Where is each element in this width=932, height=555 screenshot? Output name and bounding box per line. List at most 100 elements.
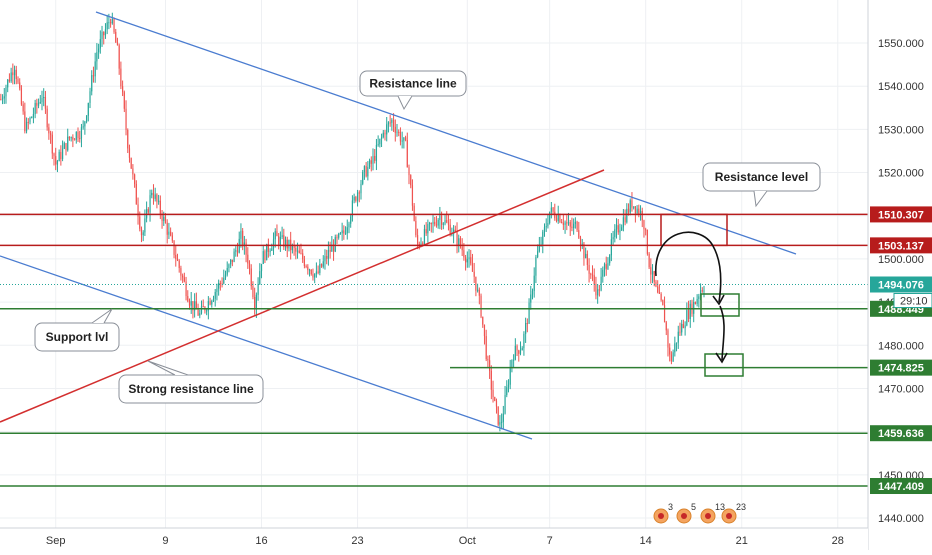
event-badge[interactable]: 13 <box>700 502 725 524</box>
price-label-badge[interactable]: 1459.636 <box>870 425 932 442</box>
price-label-badge[interactable]: 1503.137 <box>870 237 932 254</box>
time-tick-label: 28 <box>832 535 844 547</box>
candle-body <box>142 232 144 236</box>
candle-body <box>291 245 293 251</box>
candle-body <box>459 238 462 247</box>
candle-body <box>621 227 623 231</box>
candle-body <box>531 290 534 295</box>
price-label-badge[interactable]: 1447.409 <box>870 478 932 495</box>
annotations: Resistance line Resistance level Support l… <box>34 70 821 404</box>
candle-body <box>423 228 426 245</box>
candle-body <box>48 127 50 134</box>
candle-body <box>13 69 16 76</box>
candle-body <box>657 286 659 293</box>
candle-body <box>578 230 580 238</box>
candle-body <box>394 126 396 133</box>
candle-body <box>278 236 280 245</box>
candle-body <box>614 229 616 238</box>
candle-body <box>416 235 419 244</box>
price-badge-label: 1503.137 <box>878 240 924 252</box>
candle-body <box>147 209 149 213</box>
candle-body <box>514 345 516 360</box>
candle-body <box>334 237 336 252</box>
price-label-badge[interactable]: 1494.076 <box>870 276 932 293</box>
candle-body <box>468 257 470 260</box>
candle-body <box>519 350 522 354</box>
price-label-badge[interactable]: 1474.825 <box>870 359 932 376</box>
candle-body <box>365 166 367 177</box>
callout-label: Resistance line <box>369 77 457 91</box>
candle-body <box>677 331 679 343</box>
resistance-zone-box <box>660 213 728 247</box>
candle-body <box>235 250 237 252</box>
candle-body <box>636 208 638 214</box>
callout-resistance-level: Resistance level <box>702 162 821 208</box>
time-tick-label: 21 <box>736 535 748 547</box>
candle-body <box>49 133 52 135</box>
candle-body <box>206 310 208 312</box>
candle-body <box>89 91 91 103</box>
candle-body <box>526 323 528 325</box>
candle-body <box>211 301 213 305</box>
candle-body <box>370 160 372 164</box>
candle-body <box>115 31 117 43</box>
price-tick-label: 1440.000 <box>878 513 924 525</box>
price-label-badge[interactable]: 1510.307 <box>870 206 932 223</box>
arrow-head-icon <box>715 352 728 364</box>
candle-body <box>399 132 402 142</box>
event-badge[interactable]: 5 <box>676 502 696 524</box>
candle-body <box>440 215 443 225</box>
candle-body <box>254 296 256 309</box>
candle-body <box>629 200 631 213</box>
price-badge-bg <box>870 206 932 223</box>
candle-body <box>123 92 125 109</box>
price-axis[interactable]: 1440.0001450.0001460.0001470.0001480.000… <box>867 0 932 550</box>
callout-strong-resistance-line: Strong resistance line <box>118 360 264 404</box>
candle-body <box>610 239 612 256</box>
flag-icon-dot <box>681 513 687 519</box>
candle-body <box>24 111 26 132</box>
candle-body <box>77 131 79 139</box>
candle-body <box>389 122 391 124</box>
candle-body <box>120 68 122 87</box>
candle-body <box>92 75 95 77</box>
candle-body <box>470 257 472 264</box>
candle-body <box>252 286 254 297</box>
candle-body <box>398 131 400 133</box>
callout-label: Resistance level <box>715 170 808 184</box>
candle-body <box>341 230 343 234</box>
candle-body <box>609 255 611 264</box>
candle-body <box>555 218 558 222</box>
candle-body <box>461 246 463 251</box>
candle-body <box>104 29 107 36</box>
candle-body <box>137 204 139 217</box>
candle-body <box>576 221 578 231</box>
price-tick-label: 1550.000 <box>878 38 924 50</box>
candle-body <box>284 239 287 248</box>
event-badge[interactable]: 3 <box>653 502 673 524</box>
candle-body <box>384 132 386 135</box>
candle-body <box>561 221 563 223</box>
time-axis[interactable]: Sep 9 16 23 Oct 7 14 21 28 <box>0 527 868 550</box>
candle-body <box>135 183 137 205</box>
candle-body <box>209 301 211 305</box>
candle-body <box>466 259 468 263</box>
candle-body <box>355 196 357 201</box>
candle-body <box>432 221 434 225</box>
strong-resistance-trendline <box>0 169 605 423</box>
candle-body <box>403 137 405 141</box>
candle-body <box>698 296 700 299</box>
candle-body <box>694 302 697 304</box>
candle-body <box>518 350 520 354</box>
price-tick-label: 1530.000 <box>878 124 924 136</box>
candle-body <box>226 268 228 275</box>
callout-resistance-line: Resistance line <box>359 70 467 111</box>
price-badge-label: 1459.636 <box>878 428 924 440</box>
candle-body <box>380 136 383 139</box>
event-badge[interactable]: 23 <box>721 502 746 524</box>
candle-body <box>446 220 448 223</box>
candle-body <box>566 222 568 224</box>
time-tick-label: 23 <box>351 535 363 547</box>
